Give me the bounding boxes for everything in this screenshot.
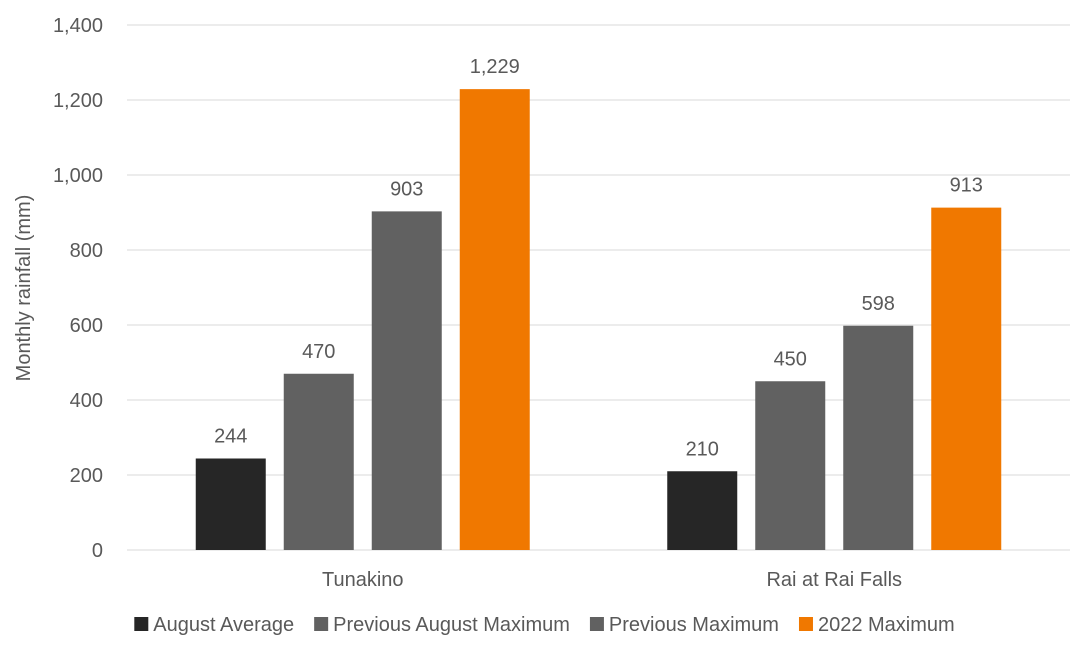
data-label: 450	[774, 348, 807, 370]
data-label: 470	[302, 341, 335, 363]
bars	[195, 89, 1002, 550]
y-axis-title: Monthly rainfall (mm)	[13, 195, 35, 382]
grid-lines	[127, 24, 1070, 551]
axes: 0 200 400 600 800 1,000 1,200 1,400 Tunakino Rai …	[53, 15, 902, 591]
legend-label: August Average	[153, 614, 294, 636]
y-tick-label: 400	[70, 390, 103, 412]
y-tick-label: 0	[92, 540, 103, 562]
legend-swatch	[134, 617, 149, 631]
y-tick-label: 1,000	[53, 165, 103, 187]
bar	[459, 89, 530, 550]
bar	[283, 373, 354, 550]
legend-label: 2022 Maximum	[818, 614, 955, 636]
data-label: 210	[686, 438, 719, 460]
legend-swatch	[314, 617, 329, 631]
legend: August Average Previous August Maximum Pre…	[134, 614, 955, 636]
legend-label: Previous Maximum	[609, 614, 779, 636]
data-label: 598	[862, 293, 895, 315]
y-tick-label: 600	[70, 315, 103, 337]
x-tick-label: Rai at Rai Falls	[766, 569, 902, 591]
y-tick-label: 1,200	[53, 90, 103, 112]
y-tick-label: 1,400	[53, 15, 103, 37]
bar	[755, 381, 826, 550]
data-labels: 244 470 903 1,229 210 450 598 913	[214, 56, 983, 460]
y-tick-label: 200	[70, 465, 103, 487]
bar	[667, 471, 738, 550]
legend-swatch	[589, 617, 604, 631]
legend-swatch	[798, 617, 813, 631]
x-tick-label: Tunakino	[322, 569, 404, 591]
bar	[371, 211, 442, 550]
data-label: 913	[950, 175, 983, 197]
y-tick-label: 800	[70, 240, 103, 262]
legend-label: Previous August Maximum	[333, 614, 570, 636]
data-label: 1,229	[470, 56, 520, 78]
bar	[843, 325, 914, 550]
data-label: 903	[390, 178, 423, 200]
data-label: 244	[214, 426, 247, 448]
bar	[931, 207, 1002, 550]
bar	[195, 458, 266, 550]
